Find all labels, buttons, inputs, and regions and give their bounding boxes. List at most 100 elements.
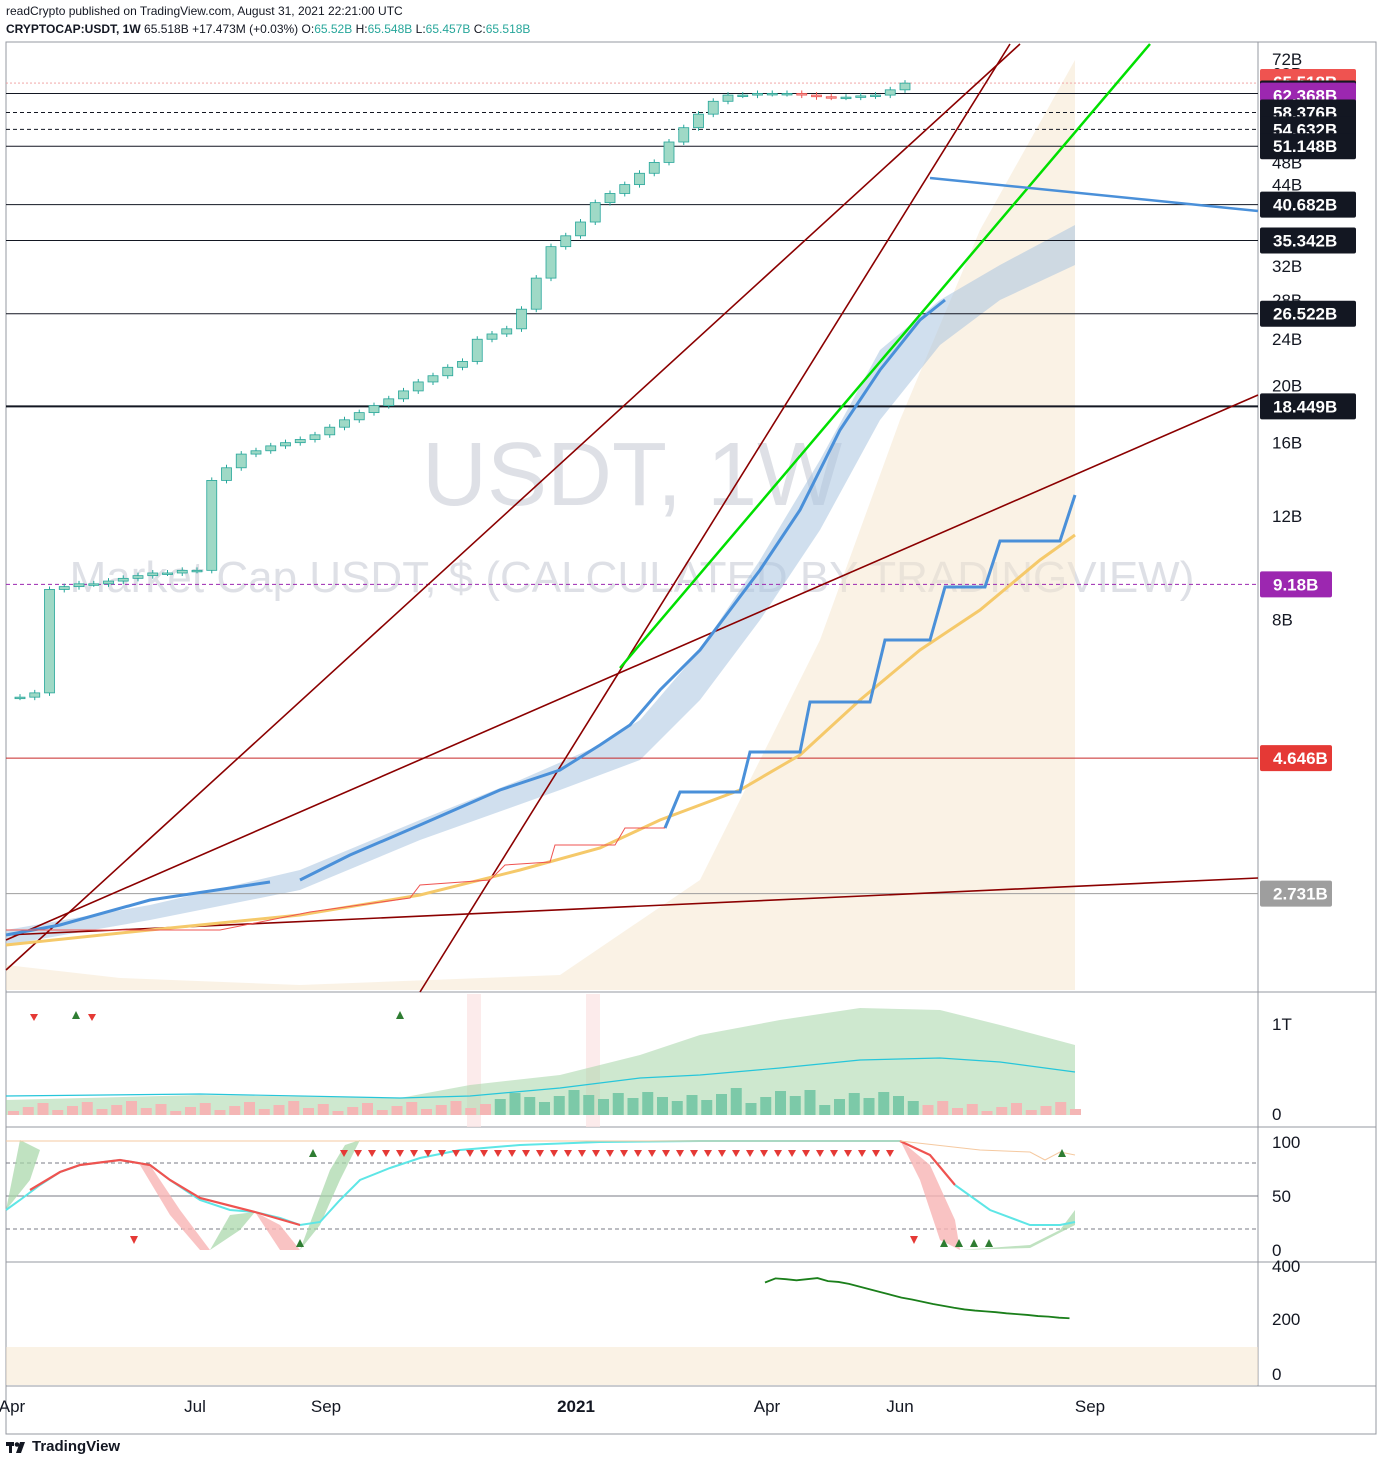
candle <box>619 184 631 194</box>
candle <box>589 202 601 223</box>
low-label: L: <box>415 22 426 36</box>
price-tick-label: 12B <box>1272 507 1302 526</box>
candle <box>265 445 277 452</box>
candle <box>737 94 749 97</box>
candle <box>825 96 837 99</box>
volume-bar <box>553 1096 565 1115</box>
overbought-marker <box>522 1150 530 1157</box>
volume-bar <box>421 1109 432 1115</box>
price-label-text: 40.682B <box>1273 196 1337 215</box>
volume-bar <box>922 1105 934 1115</box>
overbought-marker <box>830 1150 838 1157</box>
candle <box>678 127 690 143</box>
volume-bar <box>745 1103 757 1115</box>
indicator-tick-label: 0 <box>1272 1365 1281 1384</box>
down-signal <box>910 1236 918 1244</box>
volume-bar <box>907 1101 919 1115</box>
volume-bar <box>288 1101 300 1115</box>
volume-bar <box>450 1101 462 1115</box>
candle <box>442 366 454 377</box>
blue-band <box>6 225 1075 945</box>
candle <box>457 361 468 368</box>
volume-bar <box>303 1108 314 1115</box>
candle <box>840 96 852 100</box>
up-signal <box>970 1239 978 1247</box>
volume-bar <box>1070 1109 1081 1115</box>
tradingview-logo-icon <box>6 1440 28 1454</box>
overbought-marker <box>340 1150 348 1157</box>
volume-bar <box>1011 1103 1022 1115</box>
overbought-marker <box>760 1150 768 1157</box>
up-signal-1 <box>72 1011 80 1019</box>
candle <box>707 100 719 115</box>
osc-fill-7 <box>960 1210 1075 1250</box>
volume-bar <box>391 1106 403 1115</box>
overbought-marker <box>620 1150 628 1157</box>
candle <box>29 692 41 698</box>
volume-pane <box>5 994 1081 1127</box>
volume-bar <box>317 1104 329 1115</box>
blue-trend-line <box>929 176 1259 213</box>
price-tick-label: 8B <box>1272 610 1293 629</box>
candle <box>162 572 173 575</box>
trend-line-vertical <box>419 43 1011 993</box>
volume-area <box>6 1008 1075 1115</box>
osc-line-red-2 <box>899 1140 956 1186</box>
trend-line-flat <box>5 877 1259 936</box>
volume-bar <box>612 1093 624 1115</box>
candle <box>339 419 350 428</box>
osc-fill-6 <box>900 1140 960 1250</box>
volume-bar <box>937 1101 949 1115</box>
volume-bar <box>539 1102 550 1115</box>
volume-bar <box>347 1107 359 1115</box>
osc-fill-4 <box>255 1212 300 1250</box>
volume-bar <box>966 1104 978 1115</box>
tradingview-footer[interactable]: TradingView <box>6 1438 120 1455</box>
osc-fill-2 <box>140 1165 210 1250</box>
volume-bar <box>701 1100 713 1115</box>
overbought-marker <box>452 1150 460 1157</box>
up-signal <box>1058 1149 1066 1157</box>
volume-bar <box>37 1103 49 1115</box>
down-signal <box>130 1236 138 1244</box>
overbought-marker <box>578 1150 586 1157</box>
volume-bar <box>716 1094 727 1115</box>
volume-bar <box>686 1095 698 1115</box>
candle <box>58 586 70 590</box>
candle <box>398 390 409 400</box>
horizontal-levels <box>6 82 1258 895</box>
volume-bar <box>22 1107 34 1115</box>
candle <box>176 569 188 574</box>
publish-line: readCrypto published on TradingView.com,… <box>6 4 403 18</box>
volume-bar <box>81 1102 93 1115</box>
candle <box>324 426 336 436</box>
up-signal <box>296 1239 304 1247</box>
price-label-box <box>1260 191 1356 218</box>
volume-ma <box>5 1057 1076 1099</box>
open-label: O: <box>301 22 315 36</box>
candle <box>516 308 527 330</box>
price-label-text: 35.342B <box>1273 232 1337 251</box>
symbol-label: CRYPTOCAP:USDT, 1W <box>6 22 141 36</box>
volume-bar <box>952 1108 963 1115</box>
candle <box>796 93 808 96</box>
up-signal-2 <box>396 1011 404 1019</box>
price-tick-label: 20B <box>1272 377 1302 396</box>
volume-bar <box>185 1107 196 1115</box>
volume-bar <box>96 1109 108 1115</box>
candle <box>722 94 734 102</box>
overbought-marker <box>438 1150 446 1157</box>
last-price: 65.518B <box>144 22 189 36</box>
time-tick-label: Jun <box>886 1397 913 1416</box>
volume-bar <box>775 1091 786 1115</box>
volume-bar <box>834 1099 845 1115</box>
time-tick-label: Sep <box>311 1397 341 1416</box>
blue-step-line <box>663 494 1077 829</box>
volume-bar <box>598 1099 609 1115</box>
price-label-text: 51.148B <box>1273 137 1337 156</box>
oscillator-signals <box>130 1149 1066 1247</box>
down-signal-2 <box>88 1014 96 1021</box>
chart-frame <box>5 41 1377 1435</box>
